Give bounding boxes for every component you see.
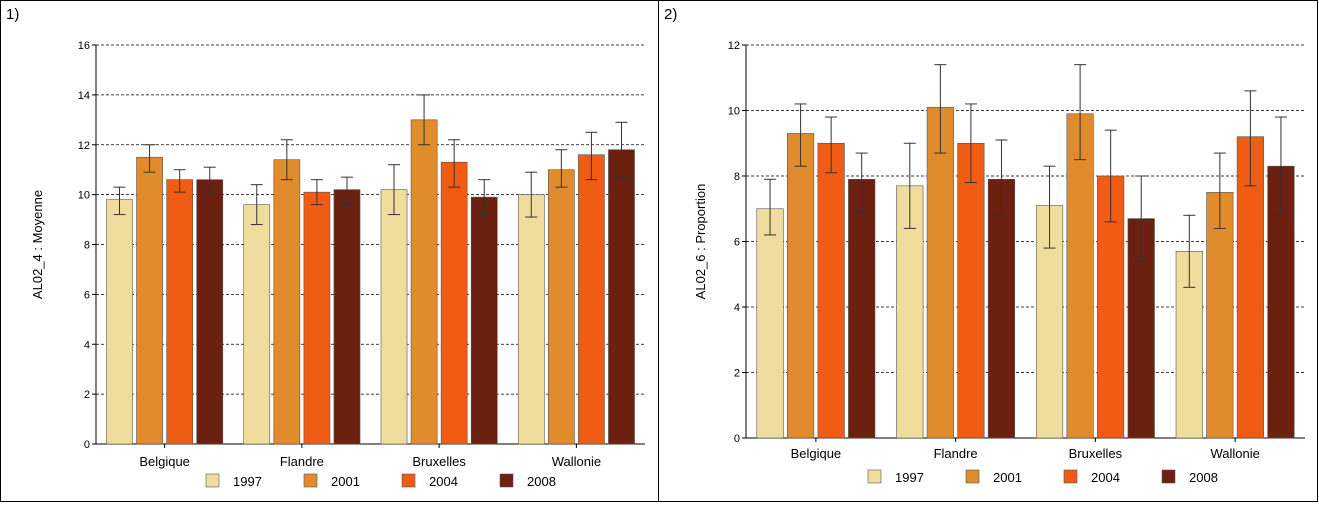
legend-swatch-2008 <box>1161 469 1176 484</box>
bar-wallonie-2001 <box>547 169 575 445</box>
legend-label-2008: 2008 <box>1189 470 1218 485</box>
x-tick-label: Bruxelles <box>412 454 466 469</box>
y-tick-label: 4 <box>84 339 90 351</box>
y-axis-label: AL02_6 : Proportion <box>693 184 708 300</box>
y-tick-label: 0 <box>734 433 740 445</box>
bar-bruxelles-1997 <box>380 189 408 445</box>
bar-wallonie-2008 <box>608 149 635 445</box>
bar-flandre-1997 <box>243 204 271 445</box>
y-tick-label: 2 <box>84 389 90 401</box>
legend-label-2004: 2004 <box>1091 470 1120 485</box>
y-tick-label: 4 <box>734 302 740 314</box>
y-tick-label: 10 <box>728 106 740 118</box>
y-tick-label: 16 <box>78 40 90 52</box>
bar-belgique-1997 <box>756 208 784 439</box>
legend-swatch-2001 <box>965 469 980 484</box>
bar-belgique-2004 <box>166 179 194 445</box>
bar-bruxelles-2008 <box>470 196 498 445</box>
chart-1: 0 2 4 6 8 10 12 14 16 AL02_4 : Moyenne Belgique Fla… <box>30 40 645 489</box>
y-tick-label: 10 <box>78 190 90 202</box>
legend-label-1997: 1997 <box>895 470 924 485</box>
legend-swatch-1997 <box>867 469 882 484</box>
legend-label-2008: 2008 <box>527 474 556 489</box>
y-tick-label: 12 <box>728 40 740 52</box>
bar-bruxelles-2004 <box>440 161 468 445</box>
bar-flandre-2008 <box>987 178 1016 439</box>
x-tick-label: Flandre <box>280 454 324 469</box>
y-tick-label: 6 <box>84 289 90 301</box>
bar-flandre-2004 <box>957 142 985 439</box>
panel-2-frame <box>658 0 1318 502</box>
y-axis-label: AL02_4 : Moyenne <box>30 190 45 299</box>
legend-swatch-2004 <box>1063 469 1078 484</box>
x-tick-label: Flandre <box>934 446 978 461</box>
bar-belgique-2004 <box>817 142 845 439</box>
y-tick-label: 12 <box>78 140 90 152</box>
bar-belgique-2001 <box>136 156 163 445</box>
legend-swatch-2001 <box>303 473 318 488</box>
bar-flandre-2001 <box>273 159 301 445</box>
bar-wallonie-2004 <box>578 154 605 445</box>
y-tick-label: 0 <box>84 439 90 451</box>
bar-belgique-2001 <box>787 133 815 439</box>
y-tick-label: 8 <box>734 171 740 183</box>
chart-2: 0 2 4 6 8 10 12 AL02_6 : Proportion Belgique Flan… <box>693 40 1305 485</box>
bar-flandre-2008 <box>333 189 361 445</box>
x-tick-label: Wallonie <box>552 454 601 469</box>
x-tick-label: Wallonie <box>1210 446 1259 461</box>
bar-wallonie-2004 <box>1236 136 1264 439</box>
legend-label-1997: 1997 <box>233 474 262 489</box>
legend-label-2004: 2004 <box>429 474 458 489</box>
legend-label-2001: 2001 <box>993 470 1022 485</box>
bar-wallonie-2001 <box>1206 192 1234 439</box>
x-tick-label: Bruxelles <box>1069 446 1123 461</box>
bar-belgique-2008 <box>196 179 224 445</box>
panel-1-label: 1) <box>6 6 19 23</box>
bar-bruxelles-2001 <box>410 119 438 445</box>
bar-belgique-2008 <box>848 178 876 439</box>
bar-flandre-2001 <box>926 106 954 439</box>
x-tick-label: Belgique <box>139 454 190 469</box>
bar-wallonie-1997 <box>517 194 545 445</box>
y-tick-label: 8 <box>84 240 90 252</box>
legend-swatch-2004 <box>401 473 416 488</box>
x-tick-label: Belgique <box>791 446 842 461</box>
legend-swatch-2008 <box>499 473 514 488</box>
panel-2-label: 2) <box>664 6 677 23</box>
legend-swatch-1997 <box>205 473 220 488</box>
bar-bruxelles-2001 <box>1066 113 1094 439</box>
legend-label-2001: 2001 <box>331 474 360 489</box>
y-tick-label: 14 <box>78 90 90 102</box>
y-tick-label: 2 <box>734 368 740 380</box>
bar-belgique-1997 <box>106 199 133 445</box>
bar-flandre-2004 <box>303 191 331 445</box>
y-tick-label: 6 <box>734 237 740 249</box>
